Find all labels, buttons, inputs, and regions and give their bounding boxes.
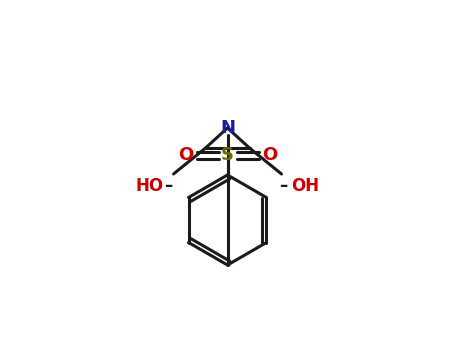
Text: N: N bbox=[220, 119, 235, 137]
Text: –: – bbox=[279, 177, 288, 195]
Text: –: – bbox=[165, 177, 173, 195]
Text: O: O bbox=[178, 146, 193, 164]
Text: S: S bbox=[221, 146, 234, 164]
Text: OH: OH bbox=[292, 177, 319, 195]
Text: HO: HO bbox=[136, 177, 163, 195]
Text: O: O bbox=[262, 146, 277, 164]
